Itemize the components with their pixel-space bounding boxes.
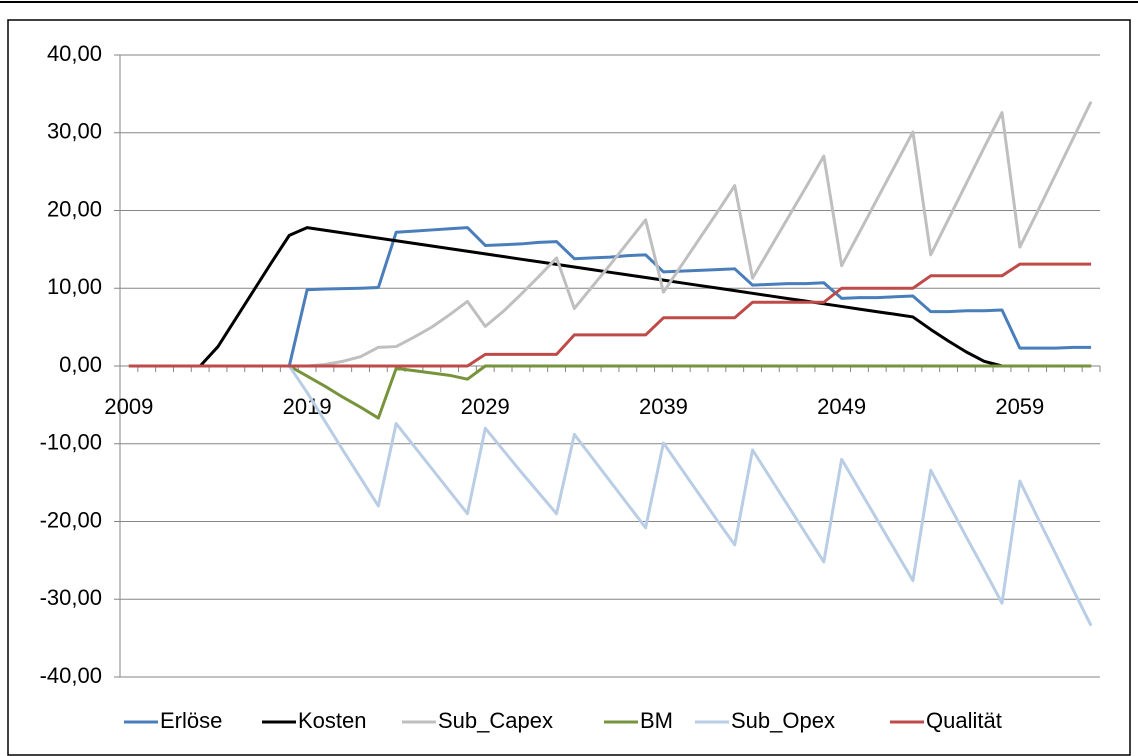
legend-label: Qualität [926,708,1002,733]
x-tick-label: 2009 [104,394,153,419]
y-tick-label: 20,00 [47,196,102,221]
legend-label: Sub_Opex [731,708,835,733]
y-tick-label: 30,00 [47,119,102,144]
series-line [128,262,1092,368]
y-tick-label: 40,00 [47,41,102,66]
legend-label: BM [640,708,673,733]
x-tick-label: 2019 [283,394,332,419]
y-tick-label: -30,00 [40,585,102,610]
y-tick-label: -40,00 [40,663,102,688]
chart-border [7,19,1131,756]
y-tick-label: -20,00 [40,507,102,532]
legend-label: Erlöse [160,708,222,733]
legend-label: Kosten [298,708,367,733]
y-tick-label: 10,00 [47,274,102,299]
x-tick-label: 2029 [461,394,510,419]
series-line [128,226,1092,368]
x-tick-label: 2049 [817,394,866,419]
x-tick-label: 2059 [995,394,1044,419]
x-tick-label: 2039 [639,394,688,419]
y-tick-label: 0,00 [59,352,102,377]
y-tick-label: -10,00 [40,430,102,455]
legend-label: Sub_Capex [438,708,553,733]
